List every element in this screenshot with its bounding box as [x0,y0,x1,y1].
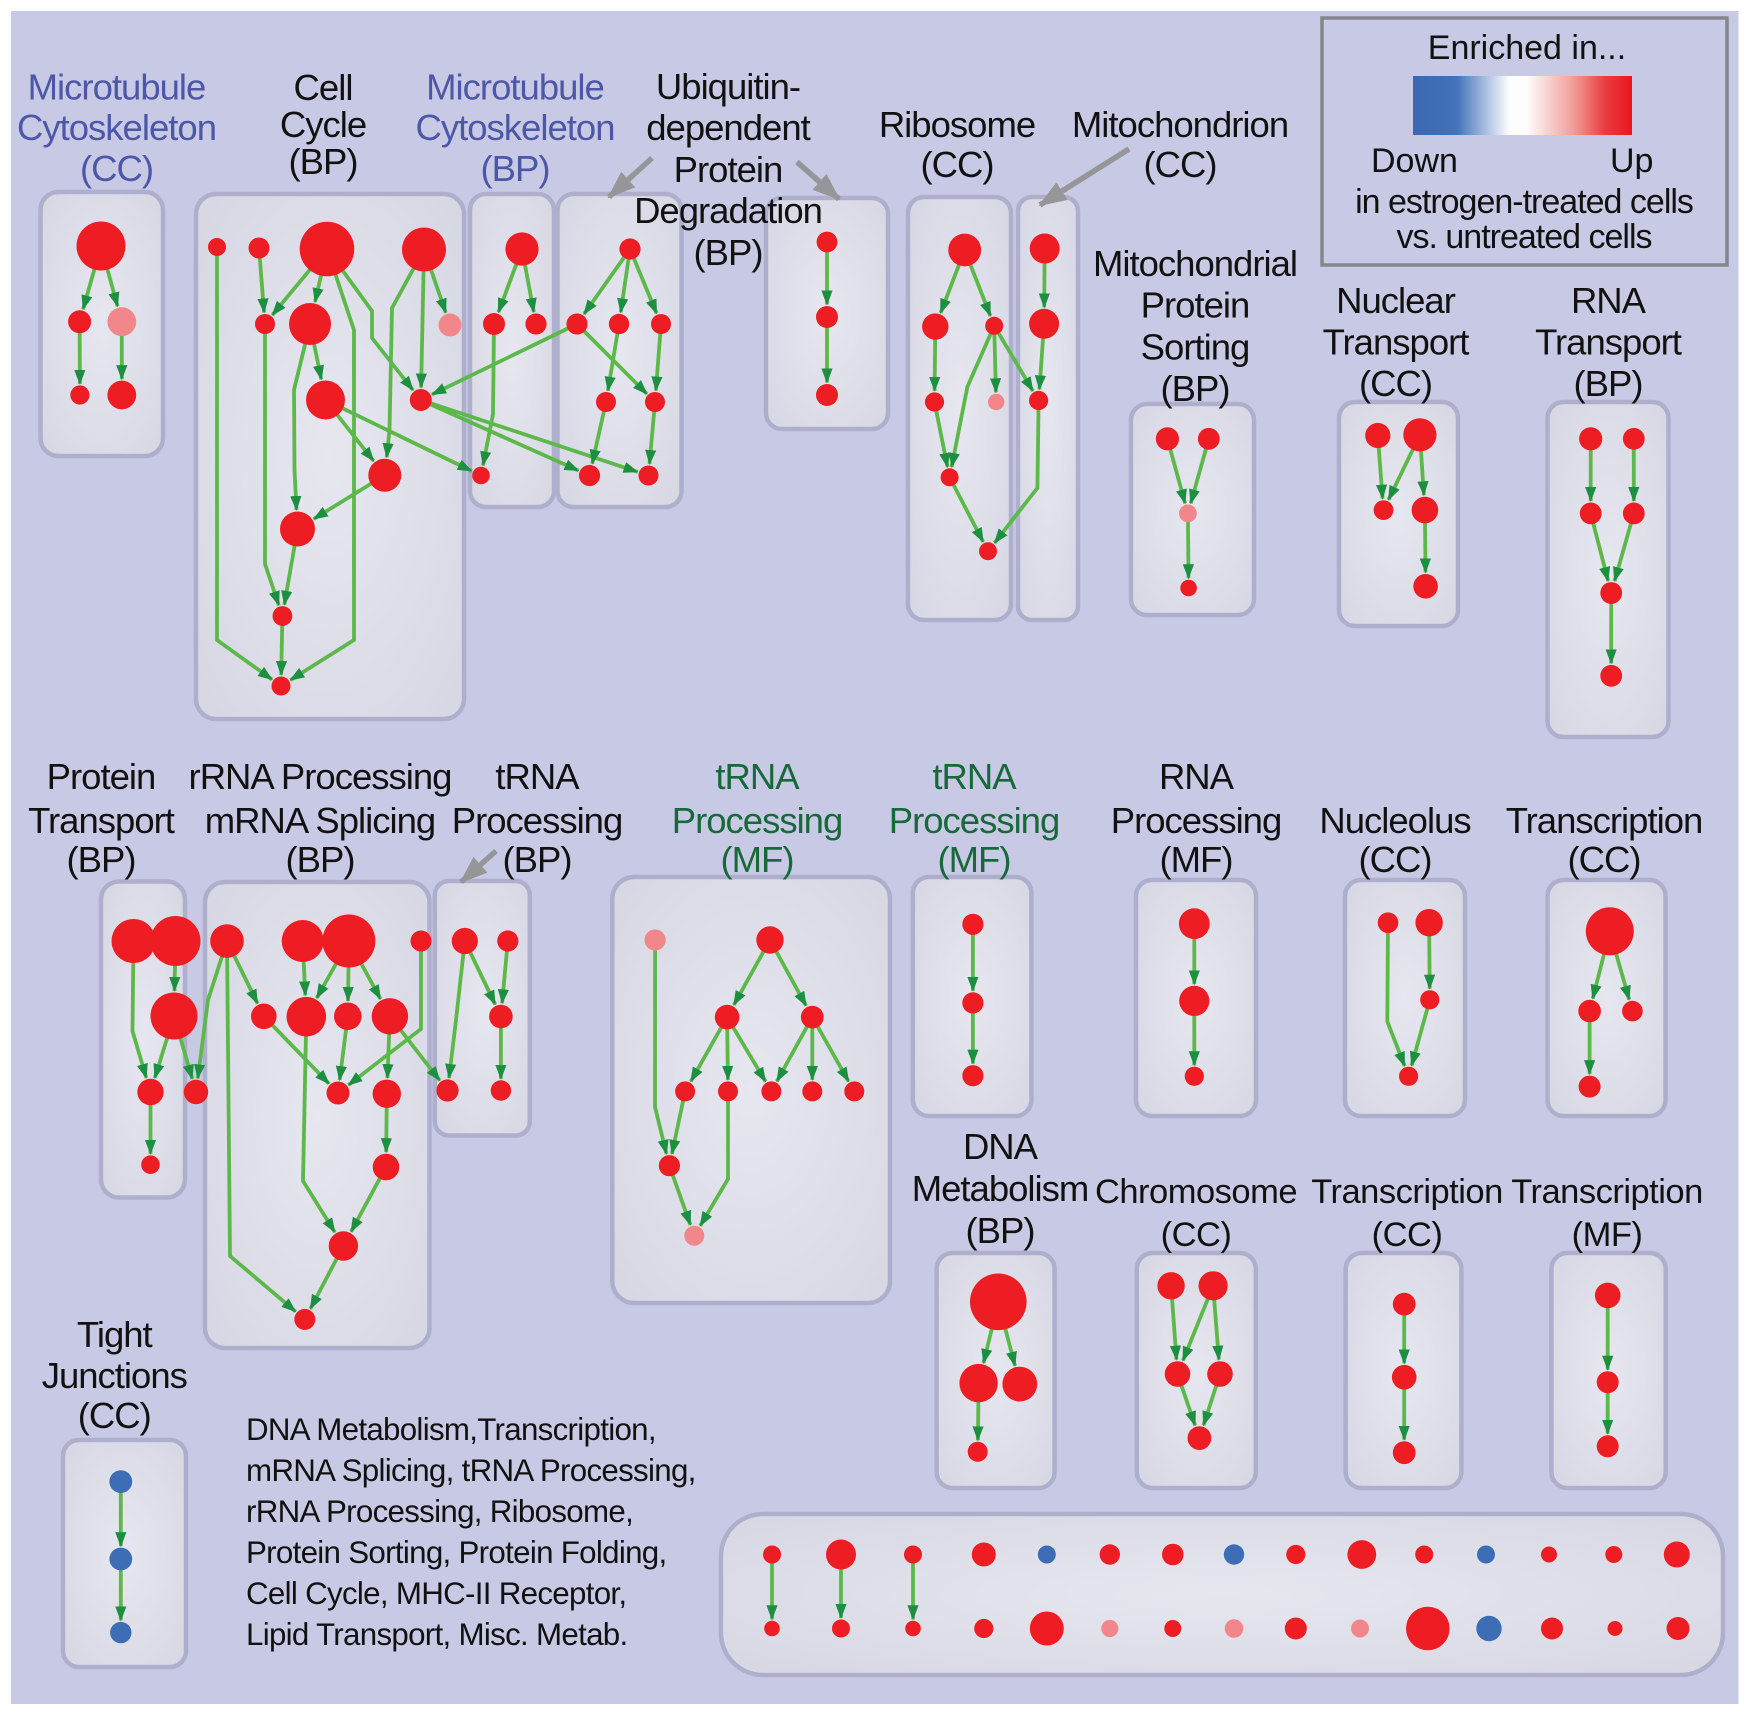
svg-text:(CC): (CC) [1161,1216,1232,1254]
svg-text:Down: Down [1371,142,1458,180]
svg-text:Tight: Tight [77,1314,153,1355]
svg-text:Processing: Processing [452,800,623,841]
svg-text:(MF): (MF) [1572,1216,1643,1254]
svg-text:Nuclear: Nuclear [1336,280,1456,321]
svg-text:dependent: dependent [646,107,810,148]
svg-text:RNA: RNA [1159,756,1235,797]
svg-text:Transcription: Transcription [1506,800,1703,841]
svg-text:Cytoskeleton: Cytoskeleton [17,107,216,148]
svg-text:DNA Metabolism,Transcription,: DNA Metabolism,Transcription, [246,1412,656,1447]
svg-text:(CC): (CC) [1143,144,1216,185]
svg-text:rRNA Processing: rRNA Processing [189,756,452,797]
svg-text:tRNA: tRNA [932,756,1017,797]
svg-text:(BP): (BP) [966,1210,1035,1251]
svg-text:Protein: Protein [47,756,156,797]
svg-text:Microtubule: Microtubule [28,67,206,108]
svg-text:(BP): (BP) [1574,363,1643,404]
svg-text:Transport: Transport [1535,322,1682,363]
svg-text:Processing: Processing [889,800,1060,841]
svg-text:(BP): (BP) [289,141,358,182]
svg-text:(MF): (MF) [1159,839,1232,880]
svg-text:rRNA Processing, Ribosome,: rRNA Processing, Ribosome, [246,1494,633,1529]
svg-text:Metabolism: Metabolism [912,1168,1089,1209]
svg-text:Processing: Processing [672,800,843,841]
svg-text:Protein Sorting, Protein Foldi: Protein Sorting, Protein Folding, [246,1535,667,1570]
svg-text:Transport: Transport [1323,322,1470,363]
svg-text:(BP): (BP) [286,839,355,880]
svg-text:Transport: Transport [28,800,175,841]
svg-text:DNA: DNA [963,1126,1039,1167]
svg-text:tRNA: tRNA [715,756,800,797]
svg-text:in estrogen-treated cells: in estrogen-treated cells [1355,183,1693,221]
svg-text:(BP): (BP) [481,148,550,189]
svg-text:vs. untreated cells: vs. untreated cells [1396,218,1651,256]
svg-text:Mitochondrion: Mitochondrion [1072,104,1288,145]
svg-text:Mitochondrial: Mitochondrial [1093,243,1297,284]
svg-text:Ubiquitin-: Ubiquitin- [656,66,800,107]
svg-text:mRNA Splicing, tRNA Processing: mRNA Splicing, tRNA Processing, [246,1453,696,1488]
svg-text:Processing: Processing [1111,800,1282,841]
svg-text:Cell Cycle, MHC-II Receptor,: Cell Cycle, MHC-II Receptor, [246,1576,626,1611]
svg-text:Junctions: Junctions [42,1355,187,1396]
svg-text:(CC): (CC) [78,1395,151,1436]
svg-text:(CC): (CC) [1359,363,1432,404]
svg-text:(MF): (MF) [720,839,793,880]
svg-text:Chromosome: Chromosome [1095,1173,1297,1211]
svg-text:Nucleolus: Nucleolus [1319,800,1470,841]
svg-text:Sorting: Sorting [1141,326,1250,367]
svg-text:mRNA Splicing: mRNA Splicing [205,800,435,841]
svg-text:Transcription: Transcription [1511,1173,1703,1211]
svg-text:(CC): (CC) [1358,839,1431,880]
svg-text:(BP): (BP) [694,232,763,273]
svg-text:tRNA: tRNA [495,756,580,797]
svg-text:(MF): (MF) [937,839,1010,880]
svg-text:Up: Up [1610,142,1653,180]
svg-text:Ribosome: Ribosome [879,104,1035,145]
svg-text:Cytoskeleton: Cytoskeleton [416,107,615,148]
svg-text:(BP): (BP) [503,839,572,880]
svg-text:(CC): (CC) [1372,1216,1443,1254]
svg-text:(BP): (BP) [67,839,136,880]
svg-text:Lipid Transport, Misc. Metab.: Lipid Transport, Misc. Metab. [246,1617,628,1652]
svg-text:Cycle: Cycle [280,104,366,145]
svg-text:Transcription: Transcription [1311,1173,1503,1211]
svg-text:Degradation: Degradation [634,190,822,231]
svg-text:RNA: RNA [1571,280,1647,321]
svg-text:(CC): (CC) [1567,839,1640,880]
svg-text:Enriched in...: Enriched in... [1428,29,1626,67]
svg-text:(BP): (BP) [1161,368,1230,409]
svg-text:Cell: Cell [294,67,353,108]
svg-text:(CC): (CC) [920,144,993,185]
svg-text:Protein: Protein [674,149,783,190]
svg-text:Protein: Protein [1141,285,1250,326]
svg-text:(CC): (CC) [80,148,153,189]
svg-text:Microtubule: Microtubule [426,67,604,108]
